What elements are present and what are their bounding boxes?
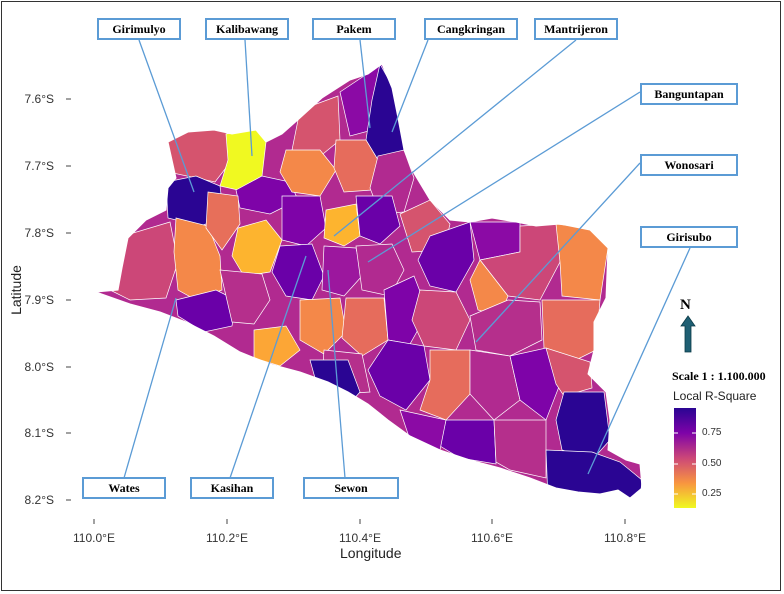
legend-title: Local R-Square	[673, 389, 757, 403]
y-tick-label: 8.0°S	[24, 360, 54, 374]
axis-ticks	[66, 98, 626, 524]
y-tick-label: 8.1°S	[24, 426, 54, 440]
callout-label-girimulyo: Girimulyo	[97, 18, 181, 40]
legend-tick-label: 0.75	[702, 427, 722, 438]
callout-label-wonosari: Wonosari	[640, 154, 738, 176]
region-outline	[95, 63, 643, 499]
x-tick-label: 110.0°E	[73, 531, 115, 545]
north-label: N	[680, 297, 691, 313]
district-polygons	[96, 64, 642, 498]
callout-label-mantrijeron: Mantrijeron	[534, 18, 618, 40]
scale-text: Scale 1 : 1.100.000	[672, 369, 766, 383]
y-tick-label: 7.9°S	[24, 293, 54, 307]
legend-tick-label: 0.50	[702, 458, 722, 469]
legend-tick-label: 0.25	[702, 488, 722, 499]
x-tick-label: 110.2°E	[206, 531, 248, 545]
x-axis-title: Longitude	[340, 545, 402, 561]
x-tick-label: 110.4°E	[339, 531, 381, 545]
callout-label-sewon: Sewon	[303, 477, 399, 499]
y-tick-label: 8.2°S	[24, 493, 54, 507]
y-tick-label: 7.7°S	[24, 159, 54, 173]
y-axis-title: Latitude	[7, 265, 24, 315]
legend-colorbar	[674, 408, 696, 508]
callout-label-kasihan: Kasihan	[190, 477, 274, 499]
y-tick-label: 7.6°S	[24, 92, 54, 106]
callout-label-wates: Wates	[82, 477, 166, 499]
callout-label-cangkringan: Cangkringan	[424, 18, 518, 40]
callout-label-kalibawang: Kalibawang	[205, 18, 289, 40]
x-tick-label: 110.6°E	[471, 531, 513, 545]
north-arrow-icon	[680, 315, 696, 353]
legend-ticks	[674, 432, 696, 495]
callout-label-pakem: Pakem	[312, 18, 396, 40]
callout-leaders	[123, 39, 691, 479]
x-tick-label: 110.8°E	[604, 531, 646, 545]
callout-label-girisubo: Girisubo	[640, 226, 738, 248]
callout-label-banguntapan: Banguntapan	[640, 83, 738, 105]
y-tick-label: 7.8°S	[24, 226, 54, 240]
